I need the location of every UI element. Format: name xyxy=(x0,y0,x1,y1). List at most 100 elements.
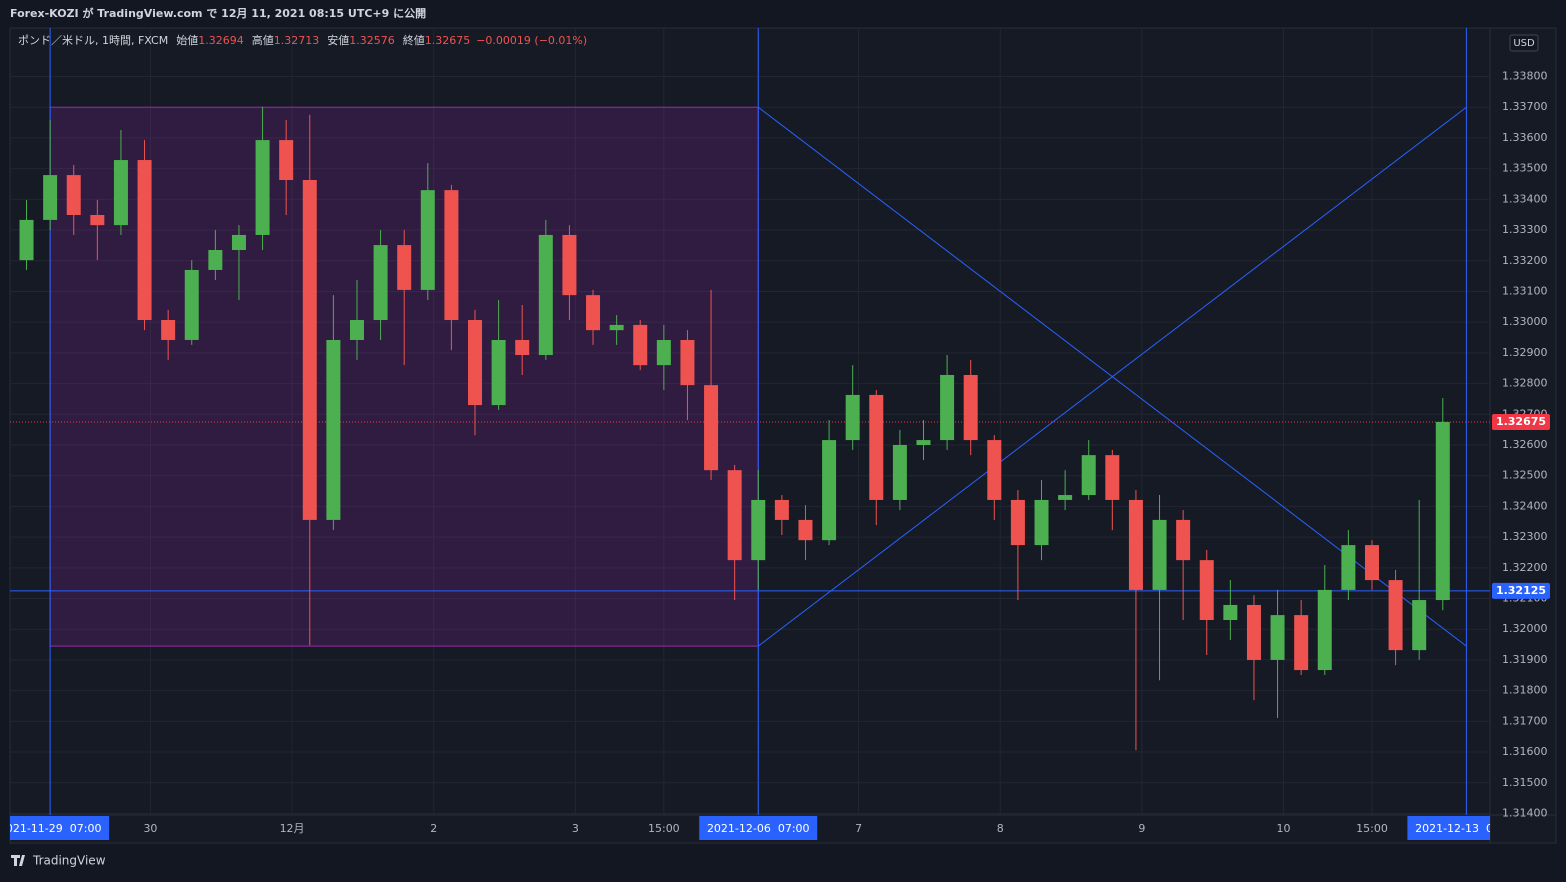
y-tick-label: 1.33600 xyxy=(1502,131,1548,144)
y-tick-label: 1.33800 xyxy=(1502,70,1548,83)
candle-body xyxy=(468,320,483,406)
candle-body xyxy=(751,499,766,561)
y-tick-label: 1.31600 xyxy=(1502,745,1548,758)
x-tick-label: 3 xyxy=(572,822,579,835)
candle-body xyxy=(113,160,128,226)
candle-body xyxy=(633,324,648,366)
x-tick-label: 15:00 xyxy=(1356,822,1388,835)
legend-symbol: ポンド／米ドル, 1時間, FXCM xyxy=(18,34,168,47)
x-tick-label: 2021-11-29 07:00 xyxy=(0,822,101,835)
x-tick-label: 15:00 xyxy=(648,822,680,835)
y-tick-label: 1.31700 xyxy=(1502,714,1548,727)
x-tick-label: 10 xyxy=(1276,822,1290,835)
candle-body xyxy=(491,339,506,406)
candle-body xyxy=(1294,615,1309,671)
x-tick-label: 8 xyxy=(997,822,1004,835)
price-label-bg xyxy=(1492,582,1550,599)
logo-icon xyxy=(11,855,25,866)
candle-body xyxy=(1152,519,1167,590)
candle-body xyxy=(231,234,246,251)
candle-body xyxy=(420,190,435,290)
candle-body xyxy=(184,269,199,340)
legend-value: 1.32675 xyxy=(425,34,471,47)
legend: ポンド／米ドル, 1時間, FXCM 始値1.32694 高値1.32713 安値1.… xyxy=(18,33,587,47)
candle-body xyxy=(137,160,152,321)
candle-body xyxy=(19,219,34,261)
candle-body xyxy=(1010,499,1025,546)
candle-body xyxy=(1034,499,1049,546)
candle-body xyxy=(515,339,530,356)
currency-box xyxy=(1509,34,1539,52)
candle-body xyxy=(869,394,884,500)
candle-body xyxy=(727,470,742,561)
candle-body xyxy=(774,499,789,520)
candle-body xyxy=(916,440,931,445)
candle-body xyxy=(326,339,341,520)
candle-body xyxy=(161,320,176,340)
legend-label: 始値 xyxy=(176,33,198,47)
candle-body xyxy=(538,234,553,356)
candle-body xyxy=(892,444,907,500)
y-tick-label: 1.32800 xyxy=(1502,377,1548,390)
y-tick-label: 1.31500 xyxy=(1502,776,1548,789)
x-tick-label: 30 xyxy=(143,822,157,835)
y-tick-label: 1.33000 xyxy=(1502,315,1548,328)
y-tick-label: 1.32500 xyxy=(1502,469,1548,482)
candle-body xyxy=(940,374,955,441)
x-tick-label: 2 xyxy=(430,822,437,835)
candle-body xyxy=(1058,495,1073,500)
candle-body xyxy=(798,519,813,541)
legend-change: −0.00019 (−0.01%) xyxy=(476,34,587,47)
y-tick-label: 1.31900 xyxy=(1502,653,1548,666)
candle-body xyxy=(1246,604,1261,660)
candle-body xyxy=(43,175,58,220)
y-tick-label: 1.33300 xyxy=(1502,223,1548,236)
candle-body xyxy=(1128,499,1143,590)
trend-line xyxy=(757,106,1467,647)
candle-body xyxy=(255,140,270,235)
y-tick-label: 1.31800 xyxy=(1502,684,1548,697)
candle-body xyxy=(704,385,719,471)
y-tick-label: 1.33100 xyxy=(1502,284,1548,297)
x-tick-label: 12月 xyxy=(280,822,305,835)
price-label-bg xyxy=(1492,413,1550,430)
candle-body xyxy=(562,234,577,296)
candle-body xyxy=(845,394,860,441)
candle-body xyxy=(822,440,837,541)
candle-body xyxy=(444,190,459,321)
y-tick-label: 1.32300 xyxy=(1502,530,1548,543)
candle-body xyxy=(66,175,81,216)
y-tick-label: 1.33500 xyxy=(1502,162,1548,175)
candle-body xyxy=(586,295,601,331)
legend-value: 1.32576 xyxy=(349,34,395,47)
footer-logo: TradingView xyxy=(32,854,106,868)
candle-body xyxy=(302,179,317,520)
price-label: 1.32675 xyxy=(1496,415,1546,428)
x-tick-highlight xyxy=(1407,816,1490,840)
candle-body xyxy=(208,250,223,270)
range-box xyxy=(49,106,759,647)
candle-body xyxy=(373,245,388,321)
y-tick-label: 1.33400 xyxy=(1502,192,1548,205)
legend-label: 安値 xyxy=(327,33,349,47)
header: Forex-KOZI が TradingView.com で 12月 11, 2… xyxy=(10,6,426,20)
candle-body xyxy=(1223,604,1238,621)
x-tick-label: 2021-12-06 07:00 xyxy=(707,822,810,835)
x-tick-label: 7 xyxy=(855,822,862,835)
candle-body xyxy=(1341,545,1356,590)
candle-body xyxy=(987,440,1002,500)
candle-body xyxy=(609,324,624,331)
x-tick-label: 9 xyxy=(1138,822,1145,835)
y-tick-label: 1.32000 xyxy=(1502,622,1548,635)
candle-body xyxy=(1388,580,1403,651)
candle-body xyxy=(1270,615,1285,660)
y-tick-label: 1.32600 xyxy=(1502,438,1548,451)
legend-value: 1.32694 xyxy=(198,34,244,47)
candle-body xyxy=(349,320,364,340)
y-tick-label: 1.32400 xyxy=(1502,499,1548,512)
candle-body xyxy=(680,339,695,386)
x-tick-highlight xyxy=(699,816,818,840)
y-tick-label: 1.32200 xyxy=(1502,561,1548,574)
